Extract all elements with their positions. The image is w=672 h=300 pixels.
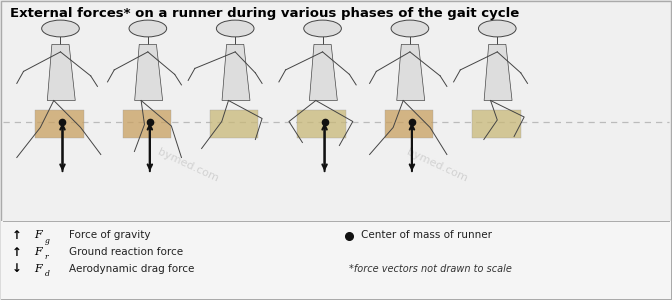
- Polygon shape: [134, 44, 163, 100]
- FancyBboxPatch shape: [36, 110, 84, 138]
- Text: d: d: [44, 270, 49, 278]
- Text: Center of mass of runner: Center of mass of runner: [361, 230, 492, 241]
- Polygon shape: [396, 44, 425, 100]
- Text: Force of gravity: Force of gravity: [69, 230, 151, 241]
- Text: g: g: [44, 237, 49, 245]
- Circle shape: [391, 20, 429, 37]
- Circle shape: [478, 20, 516, 37]
- Circle shape: [216, 20, 254, 37]
- Circle shape: [304, 20, 341, 37]
- Polygon shape: [222, 44, 250, 100]
- Text: bymed.com: bymed.com: [156, 146, 220, 184]
- Polygon shape: [484, 44, 512, 100]
- Polygon shape: [309, 44, 337, 100]
- Text: Ground reaction force: Ground reaction force: [69, 247, 183, 257]
- FancyBboxPatch shape: [298, 110, 346, 138]
- Text: F: F: [34, 263, 42, 274]
- FancyBboxPatch shape: [123, 110, 171, 138]
- Polygon shape: [47, 44, 75, 100]
- Text: External forces* on a runner during various phases of the gait cycle: External forces* on a runner during vari…: [10, 8, 519, 20]
- Text: ↓: ↓: [12, 262, 22, 275]
- Circle shape: [129, 20, 167, 37]
- FancyBboxPatch shape: [1, 220, 671, 299]
- Text: F: F: [34, 247, 42, 257]
- Text: Aerodynamic drag force: Aerodynamic drag force: [69, 263, 195, 274]
- FancyBboxPatch shape: [472, 110, 521, 138]
- Text: bymed.com: bymed.com: [405, 146, 469, 184]
- Text: F: F: [34, 230, 42, 241]
- Text: ↑: ↑: [12, 245, 22, 259]
- FancyBboxPatch shape: [210, 110, 259, 138]
- Text: ↑: ↑: [12, 229, 22, 242]
- Text: r: r: [44, 254, 48, 261]
- Text: *force vectors not drawn to scale: *force vectors not drawn to scale: [349, 263, 512, 274]
- FancyBboxPatch shape: [385, 110, 433, 138]
- Circle shape: [42, 20, 79, 37]
